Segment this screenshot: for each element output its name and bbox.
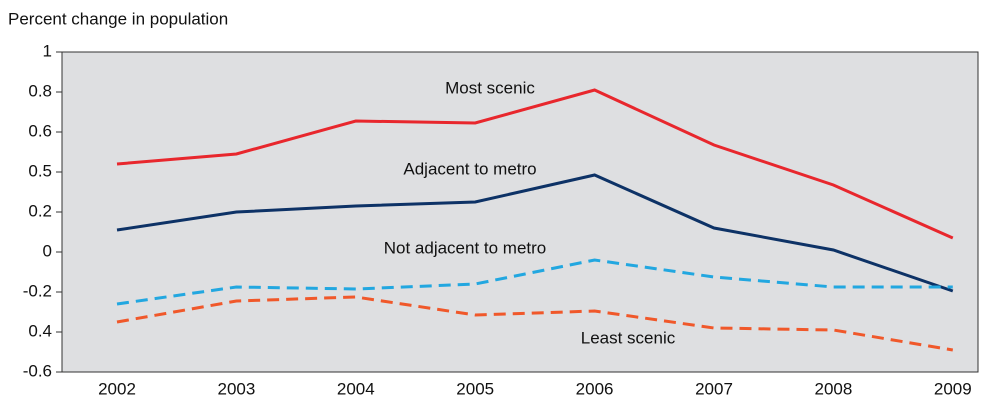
y-tick-label: 0.2 — [28, 201, 52, 220]
y-tick-label: -0.2 — [23, 281, 52, 300]
y-tick-label: 0.4 — [28, 321, 52, 340]
series-line — [116, 258, 953, 306]
x-tick-label: 2009 — [934, 379, 972, 398]
x-tick-label: 2004 — [337, 379, 375, 398]
x-tick-label: 2005 — [456, 379, 494, 398]
x-tick-label: 2003 — [217, 379, 255, 398]
y-tick-label: 1 — [43, 41, 52, 60]
y-tick-label: 0 — [43, 241, 52, 260]
x-tick-label: 2008 — [814, 379, 852, 398]
series-label: Not adjacent to metro — [384, 238, 547, 257]
series-line — [116, 295, 954, 352]
series-label: Most scenic — [445, 78, 535, 97]
x-tick-label: 2006 — [576, 379, 614, 398]
plot-area — [61, 51, 979, 373]
series-line — [116, 88, 954, 240]
series-label: Least scenic — [581, 328, 676, 347]
y-axis-title: Percent change in population — [8, 9, 228, 28]
y-tick-label: 0.5 — [28, 161, 52, 180]
y-tick-label: 0.8 — [28, 81, 52, 100]
y-tick-label: -0.6 — [23, 361, 52, 380]
x-tick-label: 2007 — [695, 379, 733, 398]
series-label: Adjacent to metro — [403, 159, 536, 178]
y-tick-label: 0.6 — [28, 121, 52, 140]
x-tick-label: 2002 — [98, 379, 136, 398]
series-line — [116, 173, 954, 293]
